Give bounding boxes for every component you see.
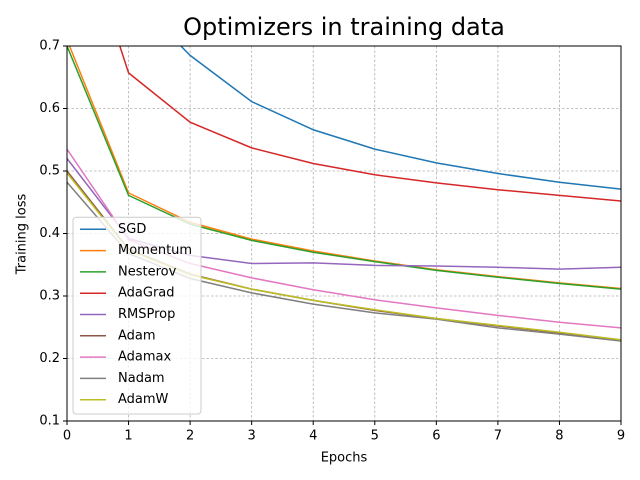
legend-label: AdaGrad — [118, 286, 175, 301]
legend-label: SGD — [118, 222, 146, 237]
x-tick-label: 3 — [248, 429, 256, 444]
x-tick-label: 5 — [371, 429, 379, 444]
y-tick-label: 0.4 — [39, 226, 60, 241]
x-tick-label: 8 — [555, 429, 563, 444]
legend-label: Adam — [118, 328, 156, 343]
legend-label: AdamW — [118, 392, 169, 407]
plot-lines — [67, 46, 621, 342]
y-tick-label: 0.3 — [39, 289, 60, 304]
x-tick-label: 1 — [124, 429, 132, 444]
legend-label: RMSProp — [118, 307, 175, 322]
legend-label: Nesterov — [118, 264, 177, 279]
chart-title: Optimizers in training data — [183, 13, 505, 41]
y-tick-label: 0.5 — [39, 164, 60, 179]
x-tick-label: 4 — [309, 429, 317, 444]
x-tick-label: 6 — [432, 429, 440, 444]
legend-label: Adamax — [118, 350, 172, 365]
y-tick-label: 0.6 — [39, 101, 60, 116]
series-line — [179, 46, 621, 190]
x-tick-label: 2 — [186, 429, 194, 444]
x-axis-label: Epochs — [321, 451, 368, 466]
y-tick-label: 0.7 — [39, 39, 60, 54]
legend: SGD Momentum Nesterov AdaGrad RMSProp Adam Ada… — [72, 216, 202, 415]
y-tick-label: 0.1 — [39, 414, 60, 429]
x-tick-label: 9 — [617, 429, 625, 444]
x-tick-label: 7 — [494, 429, 502, 444]
legend-label: Momentum — [118, 243, 192, 258]
series-line — [119, 46, 621, 202]
legend-box — [72, 216, 202, 415]
y-tick-label: 0.2 — [39, 351, 60, 366]
legend-label: Nadam — [118, 371, 165, 386]
series-line — [67, 46, 621, 290]
y-axis-label: Training loss — [15, 194, 30, 276]
x-tick-label: 0 — [63, 429, 71, 444]
